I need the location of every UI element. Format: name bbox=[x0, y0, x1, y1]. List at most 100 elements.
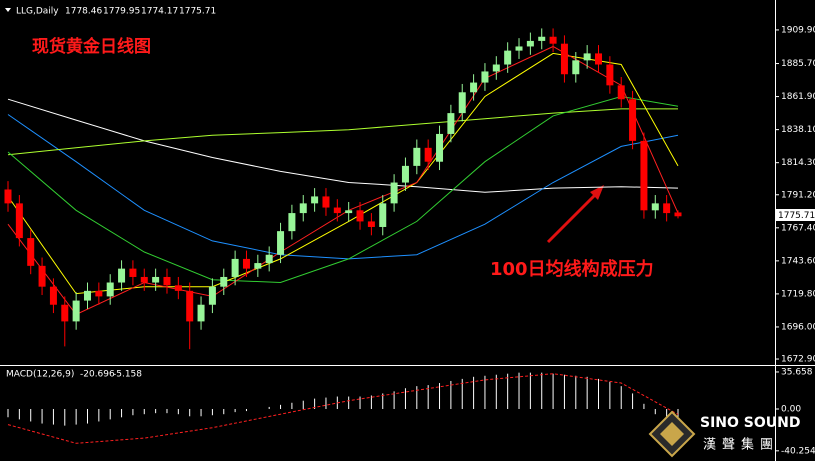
candle-body bbox=[288, 213, 296, 232]
macd-signal-value: -5.158 bbox=[113, 370, 142, 380]
candle-body bbox=[458, 92, 466, 114]
candle-body bbox=[663, 203, 671, 214]
candle-body bbox=[424, 147, 432, 162]
header-arrow bbox=[5, 8, 11, 12]
y-tick-label: 1767.40 bbox=[781, 223, 815, 233]
candle-body bbox=[560, 43, 568, 75]
candle-body bbox=[322, 196, 330, 208]
y-tick-label: 1909.90 bbox=[781, 25, 815, 35]
candle-body bbox=[367, 221, 375, 227]
candle-body bbox=[95, 290, 103, 297]
annotation-arrowhead bbox=[590, 185, 604, 200]
candle-body bbox=[277, 231, 285, 255]
moving-average bbox=[7, 95, 679, 284]
candle-body bbox=[470, 82, 478, 93]
y-tick-label: 1861.90 bbox=[781, 92, 815, 102]
y-tick-label: 1743.60 bbox=[781, 256, 815, 266]
candle-body bbox=[674, 212, 682, 217]
candle-body bbox=[231, 258, 239, 277]
y-tick-label: 1672.90 bbox=[781, 355, 815, 365]
candle-body bbox=[447, 113, 455, 134]
candle-body bbox=[265, 254, 273, 264]
last-price-label: 1775.71 bbox=[778, 211, 815, 221]
logo-inner bbox=[660, 422, 684, 446]
candle-body bbox=[186, 290, 194, 322]
candle-body bbox=[220, 276, 228, 287]
logo-subtitle: 漢聲集團 bbox=[703, 437, 779, 453]
y-tick-label: 1885.70 bbox=[781, 59, 815, 69]
candle-body bbox=[572, 60, 580, 75]
candle-body bbox=[549, 36, 557, 44]
candle-body bbox=[595, 53, 603, 65]
candle-body bbox=[481, 71, 489, 83]
header-open: 1778.46 bbox=[65, 7, 102, 17]
candle-body bbox=[379, 203, 387, 227]
candle-body bbox=[629, 99, 637, 141]
macd-y-tick-label: 35.658 bbox=[781, 367, 813, 377]
candle-body bbox=[254, 263, 262, 269]
y-tick-label: 1696.00 bbox=[781, 322, 815, 332]
candle-body bbox=[129, 268, 137, 277]
macd-label: MACD(12,26,9) bbox=[6, 370, 74, 380]
candle-body bbox=[538, 36, 546, 41]
candle-body bbox=[390, 182, 398, 204]
candle-body bbox=[504, 50, 512, 65]
candle-body bbox=[174, 285, 182, 291]
candle-body bbox=[38, 265, 46, 287]
logo: SINO SOUND 漢聲集團 bbox=[648, 410, 800, 458]
candle-body bbox=[4, 189, 12, 204]
y-tick-label: 1814.30 bbox=[781, 158, 815, 168]
candle-body bbox=[299, 203, 307, 214]
candle-body bbox=[163, 276, 171, 286]
candle-body bbox=[27, 238, 35, 266]
candle-body bbox=[106, 282, 114, 297]
candle-body bbox=[526, 40, 534, 47]
macd-signal bbox=[7, 373, 679, 444]
candle-body bbox=[436, 133, 444, 162]
macd-y-tick-label: 0.00 bbox=[781, 405, 801, 415]
candle-body bbox=[333, 207, 341, 214]
candle-body bbox=[413, 147, 421, 166]
candle-body bbox=[15, 203, 23, 239]
candle-body bbox=[118, 268, 126, 283]
moving-average bbox=[7, 108, 678, 156]
chart-title: 现货黄金日线图 bbox=[32, 36, 151, 57]
y-tick-label: 1838.10 bbox=[781, 125, 815, 135]
plot-area: 1909.90 1885.70 1861.90 1838.10 1814.30 1791.… bbox=[4, 25, 815, 456]
annotation: 100日均线构成压力 bbox=[490, 258, 654, 280]
last-price-box bbox=[775, 209, 815, 221]
candle-body bbox=[651, 203, 659, 211]
y-tick-label: 1791.20 bbox=[781, 190, 815, 200]
candle-body bbox=[49, 286, 57, 305]
candle-body bbox=[583, 53, 591, 61]
candle-body bbox=[401, 165, 409, 183]
candle-body bbox=[515, 46, 523, 51]
candle-body bbox=[72, 300, 80, 322]
macd-value: -20.696 bbox=[80, 370, 115, 380]
candle-body bbox=[617, 85, 625, 100]
candle-body bbox=[83, 290, 91, 301]
candle-body bbox=[140, 276, 148, 283]
candle-body bbox=[356, 210, 364, 222]
logo-name: SINO SOUND bbox=[700, 415, 800, 431]
y-tick-label: 1719.80 bbox=[781, 289, 815, 299]
header-close: 1775.71 bbox=[179, 7, 216, 17]
candle-body bbox=[152, 276, 160, 283]
symbol: LLG,Daily bbox=[16, 7, 59, 17]
candle-body bbox=[606, 64, 614, 86]
moving-average bbox=[7, 98, 679, 193]
candle-body bbox=[61, 304, 69, 322]
candle-body bbox=[640, 140, 648, 211]
candle-body bbox=[242, 258, 250, 269]
macd-y-tick-label: -40.254 bbox=[781, 446, 815, 456]
candle-body bbox=[311, 196, 319, 204]
header-low: 1774.17 bbox=[141, 7, 178, 17]
candle-body bbox=[345, 210, 353, 214]
annotation-arrow bbox=[546, 190, 600, 244]
candle-body bbox=[492, 64, 500, 72]
header-high: 1779.95 bbox=[103, 7, 140, 17]
candle-body bbox=[197, 304, 205, 322]
candle-body bbox=[208, 286, 216, 305]
